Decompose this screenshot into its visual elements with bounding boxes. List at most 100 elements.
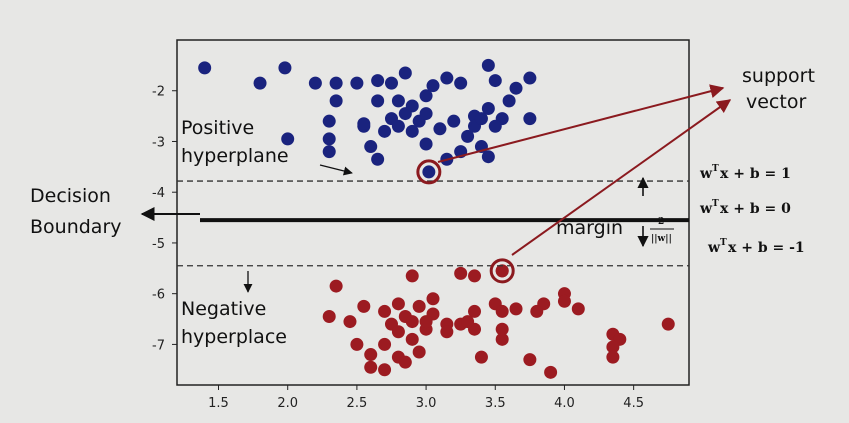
decision-boundary-label: Decision [30,185,111,207]
negative-hyperplane-label-2: hyperplace [181,326,287,348]
x-tick-label: 3.5 [485,396,506,411]
negative-point [509,302,523,316]
positive-point [371,94,385,108]
negative-point [606,340,620,354]
positive-point [278,61,292,75]
positive-point [481,150,495,164]
positive-point [308,76,322,90]
positive-point [391,94,405,108]
negative-point [412,299,426,313]
support-vector-label: support [742,65,815,87]
equation-middle-sup: T [712,199,719,209]
positive-point [488,119,502,133]
positive-point [357,117,371,131]
decision-boundary-label-2: Boundary [30,216,122,238]
negative-point [495,264,509,278]
x-tick-label: 4.5 [623,396,644,411]
positive-label-arrow [319,164,353,176]
y-tick-label: -5 [152,237,165,252]
negative-point [343,315,357,329]
support-vector-label-2: vector [746,91,806,113]
positive-point [488,74,502,88]
negative-point [461,315,475,329]
positive-point [391,119,405,133]
negative-point [495,332,509,346]
negative-point [364,360,378,374]
positive-point [481,101,495,115]
negative-point [544,365,558,379]
negative-point [398,355,412,369]
negative-point [571,302,585,316]
positive-point [371,152,385,166]
margin-label: margin [556,217,623,239]
negative-point [606,350,620,364]
negative-point [440,325,454,339]
y-axis: -2 -3 -4 -5 -6 -7 [152,85,177,353]
positive-point [198,61,212,75]
negative-point [350,337,364,351]
negative-point [419,315,433,329]
x-tick-label: 4.0 [554,396,575,411]
positive-hyperplane-label: Positive [181,117,254,139]
negative-point [495,304,509,318]
positive-point [378,124,392,138]
positive-point [426,79,440,93]
positive-point [523,112,537,126]
negative-point [523,353,537,367]
negative-point [495,322,509,336]
y-tick-label: -7 [152,338,165,353]
equation-upper-w: w [699,166,713,182]
equation-middle-rest: x + b = 0 [720,201,791,217]
positive-point [523,71,537,85]
negative-point [454,266,468,280]
positive-point [502,94,516,108]
negative-point [412,345,426,359]
equation-upper-sup: T [712,164,719,174]
equation-lower-w: w [707,240,721,256]
equation-upper: w T x + b = 1 [699,164,791,182]
positive-point [329,76,343,90]
negative-point [426,292,440,306]
negative-point [468,304,482,318]
support-vector-arrow-2 [511,99,732,256]
positive-point [454,76,468,90]
support-vector-rings [416,159,515,284]
equation-upper-rest: x + b = 1 [720,166,791,182]
negative-point [391,297,405,311]
positive-point [253,76,267,90]
positive-point [461,129,475,143]
negative-hyperplane-label: Negative [181,298,266,320]
x-tick-label: 3.0 [416,396,437,411]
positive-point [329,94,343,108]
negative-point [661,317,675,331]
negative-point [405,315,419,329]
support-vector-ring [489,258,515,284]
positive-point [281,132,295,146]
data-points [198,58,675,379]
support-vector-arrow-1 [437,84,725,163]
negative-point [364,348,378,362]
negative-point [357,299,371,313]
positive-point [419,89,433,103]
negative-point [378,363,392,377]
equation-lower-rest: x + b = -1 [728,240,805,256]
positive-point [398,107,412,121]
y-tick-label: -6 [152,288,165,303]
x-axis: 1.5 2.0 2.5 3.0 3.5 4.0 4.5 [208,385,644,411]
equation-middle-w: w [699,201,713,217]
negative-point [530,304,544,318]
x-tick-label: 1.5 [208,396,229,411]
x-tick-label: 2.5 [347,396,368,411]
negative-point [405,269,419,283]
negative-point [391,325,405,339]
y-tick-label: -3 [152,135,165,150]
support-vector-ring [416,159,442,185]
y-tick-label: -4 [152,186,165,201]
negative-point [329,279,343,293]
positive-point [350,76,364,90]
margin-fraction-den: ||w|| [651,234,672,244]
positive-point [322,145,336,159]
positive-point [322,114,336,128]
positive-point [405,124,419,138]
